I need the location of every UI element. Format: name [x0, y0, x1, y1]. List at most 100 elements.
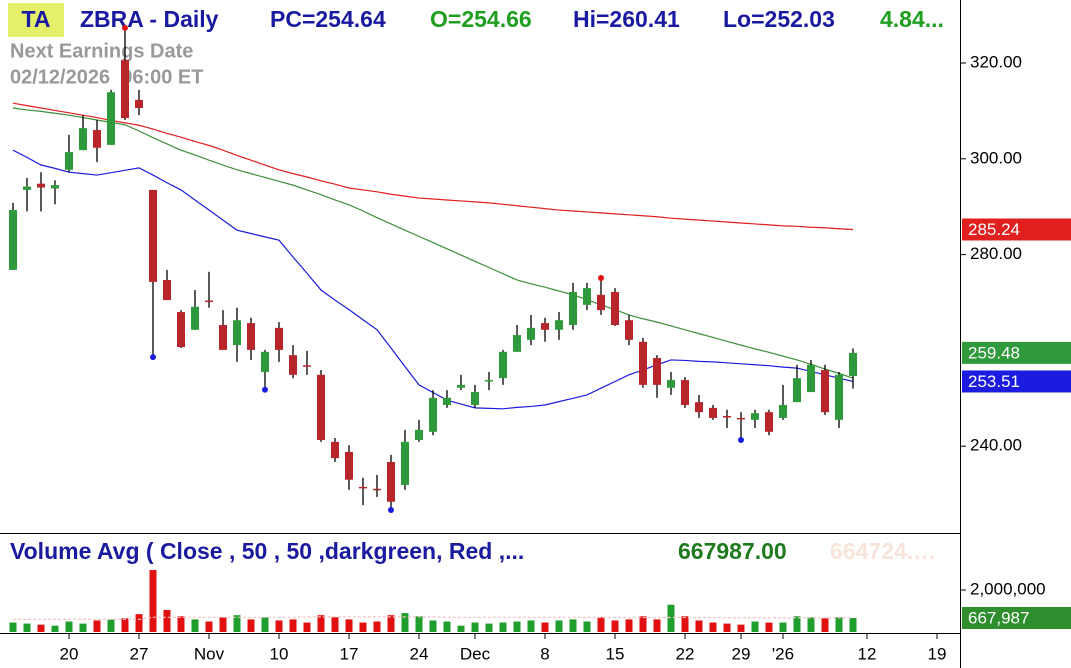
- x-tick-label: 8: [540, 644, 549, 663]
- x-tick-label: 10: [270, 644, 289, 663]
- candle-body: [541, 323, 549, 330]
- volume-avg-value: 664724.…: [830, 538, 936, 564]
- candle-body: [583, 288, 591, 305]
- y-tick-label: 300.00: [970, 148, 1022, 167]
- candle-body: [639, 341, 647, 385]
- candle-body: [667, 380, 675, 388]
- price-tag: 259.48: [968, 343, 1020, 362]
- volume-bar: [625, 619, 633, 632]
- volume-bar: [233, 615, 241, 632]
- candle-body: [681, 380, 689, 405]
- candle-body: [793, 378, 801, 403]
- candle-body: [457, 384, 465, 388]
- volume-bar: [849, 617, 857, 632]
- x-tick-label: 29: [732, 644, 751, 663]
- volume-bar: [597, 617, 605, 632]
- candle-body: [51, 185, 59, 189]
- candle-body: [751, 413, 759, 420]
- x-tick-label: 19: [928, 644, 947, 663]
- volume-bar: [485, 623, 493, 632]
- candle-body: [415, 429, 423, 440]
- volume-bar: [163, 609, 171, 632]
- volume-bar: [387, 615, 395, 632]
- candle-body: [233, 320, 241, 346]
- volume-bar: [107, 619, 115, 632]
- volume-bar: [667, 604, 675, 632]
- volume-bar: [611, 620, 619, 632]
- candle-body: [779, 404, 787, 418]
- note: 02/12/2026 06:00 ET: [10, 66, 203, 88]
- x-tick-label: 20: [60, 644, 79, 663]
- volume-bar: [793, 616, 801, 632]
- volume-bar: [415, 616, 423, 632]
- price-tag-box: [962, 341, 1071, 364]
- y-tick-label: 2,000,000: [970, 579, 1046, 598]
- candle-body: [345, 451, 353, 480]
- volume-bar: [779, 622, 787, 632]
- volume-bar: [9, 622, 17, 632]
- volume-bar: [65, 621, 73, 632]
- candle-body: [653, 358, 661, 385]
- candle-body: [849, 352, 857, 376]
- candle-body: [9, 210, 17, 270]
- volume-bar: [471, 622, 479, 632]
- candle-body: [499, 351, 507, 379]
- volume-bar: [583, 621, 591, 632]
- low-marker: [150, 354, 156, 361]
- moving-average-line: [12, 107, 854, 379]
- high-marker: [598, 274, 604, 281]
- candle-body: [835, 374, 843, 420]
- volume-bar: [639, 616, 647, 632]
- candle-body: [275, 327, 283, 350]
- candle-body: [695, 402, 703, 413]
- candle-body: [569, 291, 577, 325]
- low-marker: [388, 506, 394, 513]
- candle-body: [401, 441, 409, 485]
- volume-bar: [541, 622, 549, 632]
- price-tag-box: [962, 370, 1071, 393]
- candle-body: [303, 365, 311, 367]
- volume-bar: [37, 624, 45, 632]
- volume-bar: [555, 620, 563, 632]
- x-tick-label: 15: [606, 644, 625, 663]
- volume-bar: [121, 618, 129, 632]
- candle-body: [443, 397, 451, 405]
- volume-bar: [443, 621, 451, 632]
- price-tag: 285.24: [968, 220, 1020, 239]
- chart-title: ZBRA - Daily: [80, 6, 219, 32]
- volume-bar: [513, 621, 521, 632]
- header-value: Lo=252.03: [723, 6, 835, 32]
- volume-bar: [317, 615, 325, 632]
- volume-bar: [723, 623, 731, 632]
- header-value: Hi=260.41: [573, 6, 680, 32]
- candle-body: [219, 324, 227, 350]
- candle-body: [93, 130, 101, 148]
- price-tag: 253.51: [968, 372, 1020, 391]
- volume-bar: [737, 624, 745, 632]
- y-tick-label: 280.00: [970, 244, 1022, 263]
- candle-body: [23, 186, 31, 190]
- candle-body: [387, 461, 395, 502]
- badge-box: [8, 3, 64, 37]
- volume-bar: [261, 617, 269, 632]
- volume-bar: [205, 621, 213, 632]
- candle-body: [191, 306, 199, 330]
- volume-bar: [681, 616, 689, 632]
- candle-body: [555, 320, 563, 330]
- candle-body: [261, 351, 269, 372]
- volume-bar: [303, 622, 311, 632]
- candle-body: [65, 152, 73, 170]
- candle-body: [317, 374, 325, 440]
- candle-body: [737, 417, 745, 420]
- candle-body: [765, 412, 773, 432]
- candle-body: [359, 486, 367, 489]
- candle-body: [429, 397, 437, 432]
- y-tick-label: 320.00: [970, 52, 1022, 71]
- volume-tag: 667,987: [968, 608, 1029, 627]
- volume-bar: [359, 622, 367, 632]
- y-tick-label: 240.00: [970, 436, 1022, 455]
- volume-bar: [79, 623, 87, 632]
- moving-average-line: [12, 102, 854, 231]
